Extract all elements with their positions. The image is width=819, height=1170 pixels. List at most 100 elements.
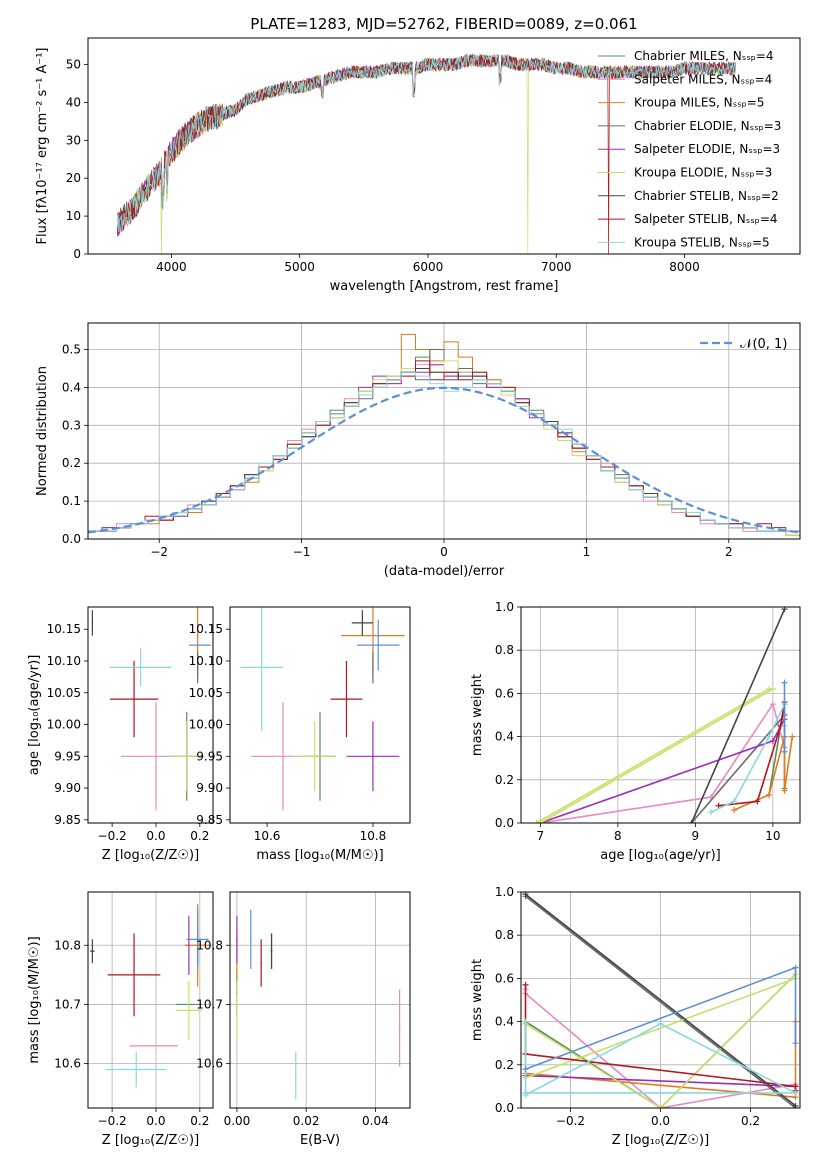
weight-marker bbox=[731, 807, 738, 814]
data-point bbox=[236, 938, 238, 941]
weight-marker bbox=[731, 798, 738, 805]
data-point bbox=[133, 698, 135, 700]
x-tick-label: 0.02 bbox=[293, 1114, 320, 1128]
y-axis-label: Normed distribution bbox=[35, 366, 50, 496]
weight-line bbox=[525, 895, 796, 1108]
axes-frame bbox=[87, 891, 214, 1109]
axes-frame bbox=[87, 606, 214, 824]
data-point bbox=[155, 755, 157, 758]
data-point bbox=[133, 974, 135, 976]
weight-marker bbox=[766, 733, 772, 740]
data-point bbox=[135, 1068, 138, 1071]
y-tick-label: 9.90 bbox=[196, 781, 223, 795]
data-point bbox=[188, 1009, 190, 1012]
plot-area bbox=[240, 607, 405, 811]
y-tick-label: 1.0 bbox=[495, 600, 514, 614]
y-tick-label: 0.8 bbox=[495, 643, 514, 657]
histogram-series bbox=[88, 371, 800, 539]
y-tick-label: 0.0 bbox=[62, 532, 81, 546]
data-point bbox=[361, 622, 364, 624]
panel-4: 7 8 9 10 0.0 0.2 0.4 0.6 0.8 1.0 age [log₁₀(age/yr… bbox=[470, 600, 801, 863]
y-tick-label: 0.2 bbox=[62, 456, 81, 470]
weight-marker bbox=[766, 791, 772, 798]
weight-marker bbox=[657, 1020, 664, 1027]
data-point bbox=[188, 944, 190, 947]
data-point bbox=[185, 755, 188, 758]
y-tick-label: 10.10 bbox=[189, 654, 223, 668]
data-point bbox=[199, 644, 201, 646]
x-axis-label: Z [log₁₀(Z/Z☉)] bbox=[612, 1133, 709, 1148]
y-tick-label: 9.95 bbox=[54, 749, 81, 763]
y-tick-label: 9.90 bbox=[54, 781, 81, 795]
weight-marker bbox=[789, 733, 796, 740]
axes-frame bbox=[229, 891, 411, 1109]
plot-area bbox=[533, 607, 796, 823]
weight-line bbox=[690, 608, 786, 823]
weight-marker bbox=[522, 981, 529, 988]
panel-1: −2 −1 0 1 2 0.0 0.1 0.2 0.3 0.4 0.5 (data-model)/er… bbox=[35, 322, 801, 579]
x-tick-label: −0.2 bbox=[556, 1114, 585, 1128]
y-tick-label: 1.0 bbox=[495, 885, 514, 899]
x-tick-label: 0.0 bbox=[146, 1114, 165, 1128]
panel-5: −0.2 0.0 0.2 10.6 10.7 10.8 Z [log₁₀(Z/Z☉)] mas… bbox=[27, 891, 214, 1148]
panel-0: 4000 5000 6000 7000 8000 0 10 20 30 40 50 wavelengt… bbox=[35, 37, 801, 294]
x-tick-label: 10.8 bbox=[360, 829, 387, 843]
weight-marker bbox=[533, 820, 540, 823]
x-axis-label: mass [log₁₀(M/M☉)] bbox=[256, 848, 383, 863]
legend-label: Kroupa STELIB, Nₛₛₚ=5 bbox=[634, 235, 770, 249]
weight-marker bbox=[715, 802, 722, 809]
weight-marker bbox=[781, 679, 788, 686]
x-tick-label: 9 bbox=[692, 829, 700, 843]
weight-marker bbox=[769, 701, 776, 708]
data-point bbox=[196, 666, 199, 669]
data-point bbox=[196, 634, 199, 637]
y-tick-label: 10.6 bbox=[54, 1057, 81, 1071]
x-tick-label: 7000 bbox=[541, 260, 572, 274]
y-tick-label: 10.00 bbox=[189, 718, 223, 732]
y-tick-label: 0.3 bbox=[62, 418, 81, 432]
x-tick-label: 0.2 bbox=[190, 1114, 209, 1128]
weight-marker bbox=[707, 809, 714, 816]
plot-area bbox=[522, 892, 799, 1108]
y-tick-label: 0.5 bbox=[62, 343, 81, 357]
legend-label: Kroupa ELODIE, Nₛₛₚ=3 bbox=[634, 166, 772, 180]
y-tick-label: 10.8 bbox=[54, 938, 81, 952]
plot-area bbox=[91, 607, 211, 811]
data-point bbox=[249, 938, 252, 941]
weight-line bbox=[525, 1021, 797, 1099]
x-tick-label: 5000 bbox=[284, 260, 315, 274]
y-tick-label: 0.2 bbox=[495, 1058, 514, 1072]
legend-label: Kroupa MILES, Nₛₛₚ=5 bbox=[634, 96, 764, 110]
y-tick-label: 10.00 bbox=[47, 718, 81, 732]
weight-marker bbox=[792, 964, 799, 971]
data-point bbox=[377, 644, 380, 646]
y-tick-label: 0 bbox=[73, 247, 81, 261]
x-tick-label: −0.2 bbox=[98, 829, 127, 843]
data-point bbox=[91, 950, 94, 952]
y-tick-label: 0.8 bbox=[495, 928, 514, 942]
x-axis-label: age [log₁₀(age/yr)] bbox=[600, 848, 721, 863]
weight-line bbox=[718, 701, 786, 807]
legend-label: 𝒩(0, 1) bbox=[740, 337, 787, 352]
y-tick-label: 10 bbox=[66, 209, 81, 223]
legend-label: Chabrier MILES, Nₛₛₚ=4 bbox=[634, 49, 774, 63]
x-axis-label: Z [log₁₀(Z/Z☉)] bbox=[102, 1133, 199, 1148]
y-tick-label: 0.0 bbox=[495, 816, 514, 830]
weight-marker bbox=[657, 1105, 664, 1108]
data-point bbox=[372, 755, 374, 758]
y-tick-label: 10.6 bbox=[196, 1057, 223, 1071]
data-point bbox=[260, 962, 262, 964]
spectrum-line bbox=[117, 54, 736, 254]
weight-marker bbox=[769, 686, 776, 693]
spectrum-line bbox=[117, 54, 736, 233]
data-point bbox=[372, 634, 374, 637]
data-point bbox=[313, 755, 316, 758]
x-tick-label: −1 bbox=[293, 545, 311, 559]
weight-marker bbox=[781, 748, 788, 755]
weight-line bbox=[690, 714, 786, 823]
y-tick-label: 10.05 bbox=[47, 686, 81, 700]
weight-line bbox=[540, 718, 786, 823]
data-point bbox=[372, 666, 374, 669]
x-tick-label: 0.2 bbox=[190, 829, 209, 843]
